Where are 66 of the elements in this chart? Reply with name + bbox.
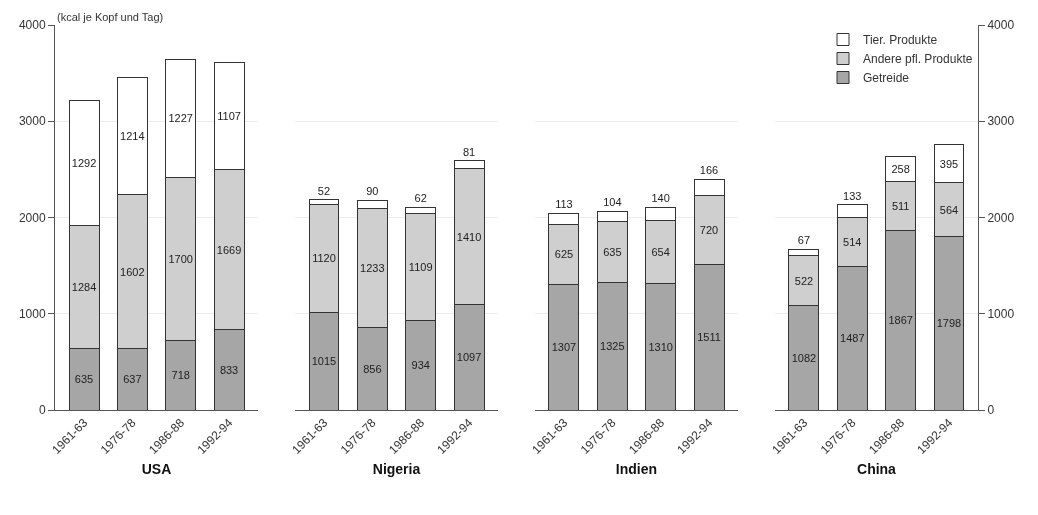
- data-label: 1867: [888, 314, 913, 327]
- data-label: 1700: [168, 253, 193, 266]
- x-axis-title: Nigeria: [372, 461, 421, 478]
- data-label: 511: [891, 199, 910, 212]
- data-label: 1602: [120, 265, 145, 278]
- data-label: 81: [462, 145, 476, 158]
- data-label: 1487: [840, 332, 865, 345]
- data-label: 833: [219, 363, 239, 376]
- data-label: 1227: [168, 112, 193, 125]
- legend-label: Andere pfl. Produkte: [863, 52, 973, 67]
- data-label: 934: [411, 359, 430, 372]
- data-label: 1669: [216, 243, 242, 256]
- data-label: 1107: [217, 109, 241, 122]
- y-tick-label: 3000: [18, 114, 46, 129]
- data-label: 637: [123, 373, 142, 386]
- data-label: 856: [363, 362, 382, 375]
- x-axis-title: Indien: [615, 461, 658, 478]
- data-label: 113: [555, 198, 573, 211]
- data-label: 1082: [791, 351, 817, 364]
- data-label: 1310: [648, 340, 673, 353]
- data-label: 625: [554, 248, 574, 261]
- data-label: 564: [939, 203, 959, 216]
- data-label: 104: [603, 196, 622, 209]
- data-label: 720: [699, 223, 719, 236]
- y-tick-label: 4000: [987, 18, 1015, 33]
- data-label: 140: [651, 192, 670, 205]
- data-label: 522: [794, 274, 814, 287]
- data-label: 90: [366, 185, 379, 198]
- y-tick-label: 0: [38, 403, 46, 418]
- y-tick-label: 2000: [18, 210, 46, 225]
- data-label: 1410: [456, 230, 482, 243]
- y-tick-label: 2000: [987, 210, 1015, 225]
- data-label: 1233: [360, 262, 385, 275]
- y-tick-label: 3000: [987, 114, 1015, 129]
- y-tick-label: 4000: [18, 18, 46, 33]
- data-label: 395: [939, 157, 959, 170]
- y-tick-label: 0: [987, 403, 995, 418]
- legend-label: Getreide: [863, 71, 910, 86]
- x-axis-title: China: [857, 461, 897, 478]
- y-axis-title: (kcal je Kopf und Tag): [57, 11, 164, 23]
- data-label: 1097: [456, 351, 482, 364]
- data-label: 1292: [71, 157, 97, 170]
- data-label: 1511: [697, 331, 721, 344]
- data-label: 654: [651, 246, 670, 259]
- legend-label: Tier. Produkte: [863, 33, 938, 48]
- data-label: 166: [699, 164, 719, 177]
- data-label: 52: [317, 184, 331, 197]
- data-label: 635: [603, 245, 622, 258]
- data-label: 133: [843, 189, 862, 202]
- data-label: 1120: [312, 252, 336, 265]
- data-label: 514: [843, 236, 862, 249]
- data-label: 258: [891, 162, 910, 175]
- data-label: 1015: [311, 355, 337, 368]
- data-label: 635: [74, 373, 94, 386]
- data-label: 1214: [120, 130, 145, 143]
- x-axis-title: USA: [141, 461, 172, 478]
- data-label: 1798: [936, 317, 962, 330]
- y-tick-label: 1000: [987, 306, 1015, 321]
- data-label: 1325: [600, 340, 625, 353]
- data-label: 62: [414, 192, 427, 205]
- y-tick-label: 1000: [18, 306, 46, 321]
- data-label: 1284: [71, 281, 97, 294]
- data-label: 718: [171, 369, 190, 382]
- data-label: 67: [797, 234, 811, 247]
- data-label: 1109: [408, 260, 433, 273]
- data-label: 1307: [551, 341, 577, 354]
